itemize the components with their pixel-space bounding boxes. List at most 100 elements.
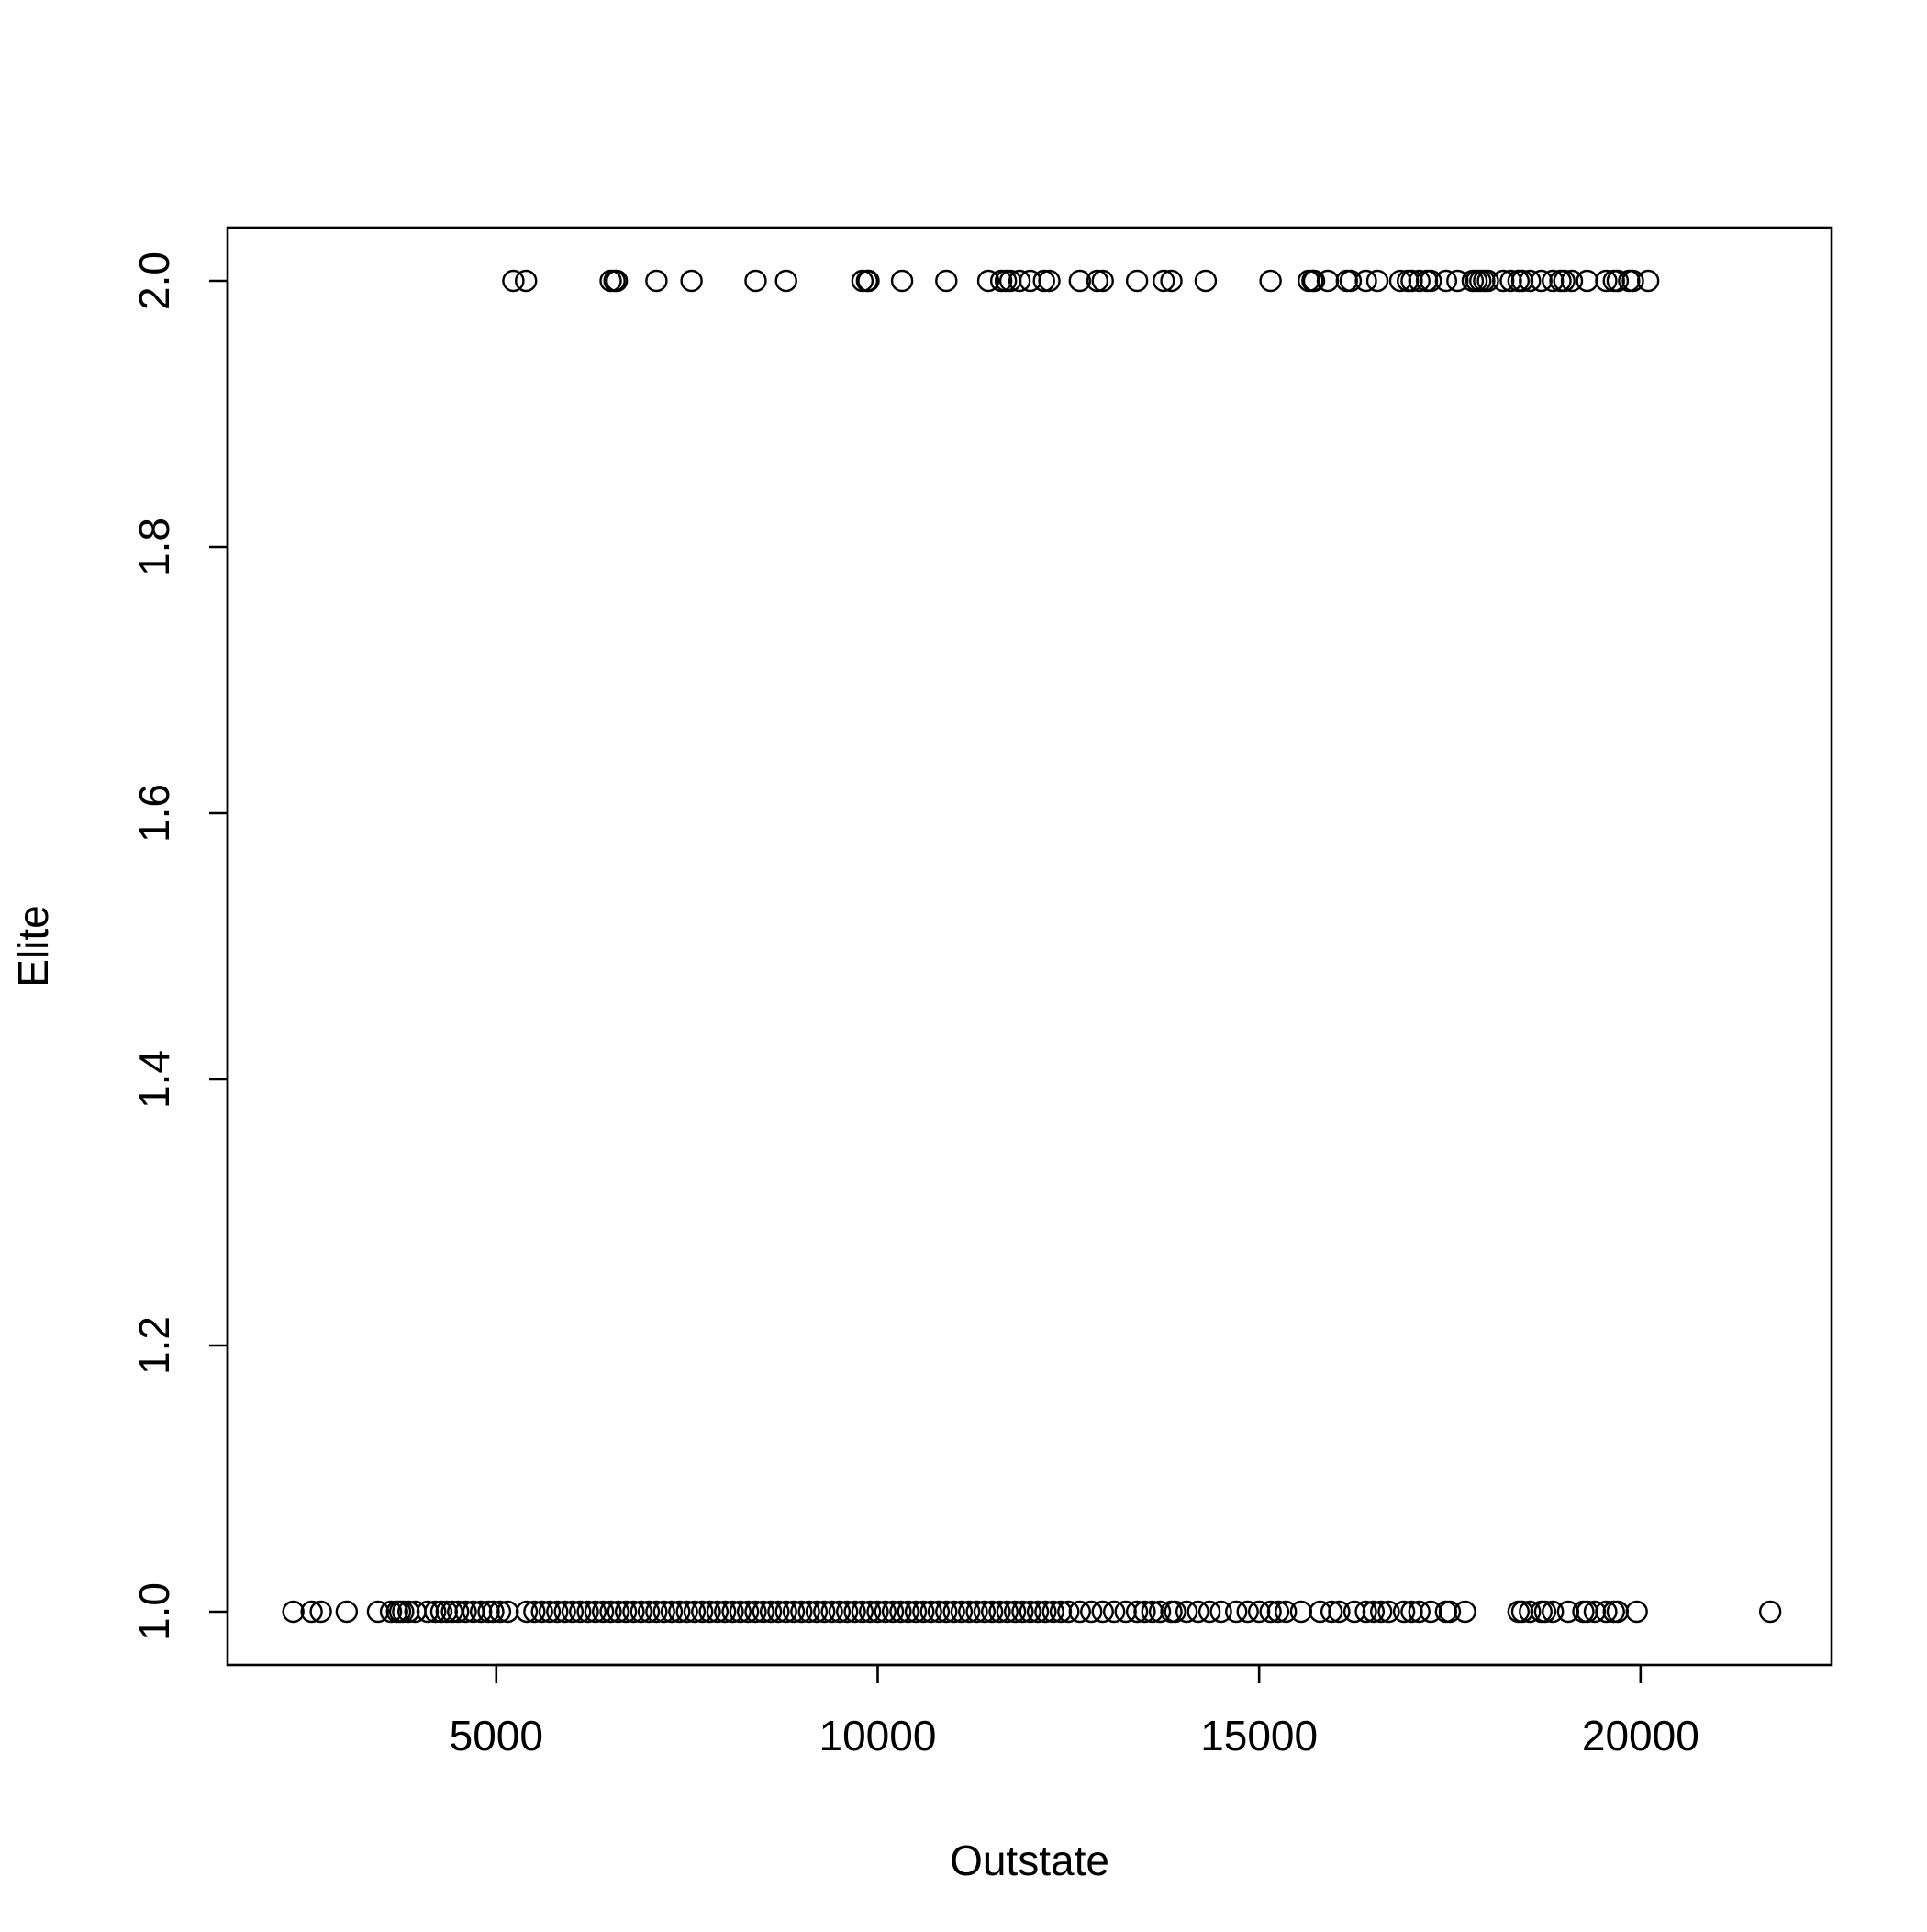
data-point (309, 1600, 332, 1624)
data-point (1057, 1600, 1080, 1624)
data-point (1068, 1600, 1091, 1624)
data-point (496, 1600, 519, 1624)
data-point (714, 1600, 737, 1624)
y-tick-label: 2.0 (130, 251, 178, 310)
data-point (1125, 269, 1149, 293)
data-point (447, 1600, 470, 1624)
data-point (1091, 269, 1114, 293)
data-point (1400, 1600, 1423, 1624)
data-point (1542, 1600, 1565, 1624)
data-point (1576, 1600, 1598, 1624)
data-point (1446, 269, 1469, 293)
x-tick-label: 20000 (1582, 1712, 1699, 1759)
data-point (622, 1600, 645, 1624)
data-point (379, 1600, 403, 1624)
data-point (1377, 1600, 1400, 1624)
data-point (759, 1600, 783, 1624)
data-point (282, 1600, 305, 1624)
data-point (607, 1600, 630, 1624)
data-point (1153, 269, 1175, 293)
data-point (645, 269, 668, 293)
data-point (820, 1600, 843, 1624)
data-point (1259, 1600, 1282, 1624)
data-point (1533, 1600, 1557, 1624)
data-point (1438, 1600, 1462, 1624)
data-point (1542, 269, 1565, 293)
data-point (1114, 1600, 1137, 1624)
data-point (1636, 269, 1660, 293)
data-point (1160, 269, 1183, 293)
data-point (660, 1600, 684, 1624)
data-point (736, 1600, 760, 1624)
data-point (1556, 1600, 1580, 1624)
data-point (1553, 269, 1576, 293)
data-point (599, 1600, 622, 1624)
data-point (335, 1600, 359, 1624)
data-point (805, 1600, 829, 1624)
data-point (1186, 1600, 1209, 1624)
data-point (488, 1600, 512, 1624)
data-point (1003, 1600, 1027, 1624)
y-tick-label: 1.2 (130, 1316, 178, 1375)
data-point (988, 1600, 1011, 1624)
data-point (637, 1600, 661, 1624)
data-point (1026, 1600, 1050, 1624)
data-point (752, 1600, 774, 1624)
x-axis: 5000 10000 15000 20000 (450, 1663, 1699, 1759)
data-point (561, 1600, 585, 1624)
data-point (1141, 1600, 1164, 1624)
data-point (843, 1600, 866, 1624)
data-point (1125, 1600, 1149, 1624)
data-point (1400, 269, 1423, 293)
data-point (1194, 269, 1218, 293)
data-point (721, 1600, 744, 1624)
y-tick-label: 1.0 (130, 1582, 178, 1641)
data-point (392, 1600, 415, 1624)
data-point (614, 1600, 638, 1624)
data-point (1032, 269, 1055, 293)
data-point (1068, 269, 1091, 293)
data-point (530, 1600, 553, 1624)
data-point (965, 1600, 988, 1624)
data-point (1560, 269, 1584, 293)
data-point (515, 1600, 539, 1624)
data-point (429, 1600, 453, 1624)
data-point (1086, 269, 1109, 293)
data-point (1320, 1600, 1343, 1624)
data-point (523, 1600, 546, 1624)
data-point (454, 1600, 477, 1624)
data-point (538, 1600, 562, 1624)
data-point (1247, 1600, 1271, 1624)
data-point (629, 1600, 652, 1624)
data-point (1289, 1600, 1313, 1624)
data-point (1339, 269, 1363, 293)
data-point (1606, 1600, 1630, 1624)
data-point (744, 269, 767, 293)
data-point (440, 1600, 463, 1624)
data-point (1369, 1600, 1393, 1624)
data-point (546, 1600, 569, 1624)
data-point (1519, 1600, 1542, 1624)
data-point (1225, 1600, 1248, 1624)
data-point (652, 1600, 675, 1624)
data-point (1499, 269, 1522, 293)
plot-frame (226, 226, 1833, 1667)
data-point (935, 269, 958, 293)
data-point (569, 1600, 592, 1624)
data-point (813, 1600, 836, 1624)
data-point (605, 269, 629, 293)
data-point (897, 1600, 919, 1624)
data-point (790, 1600, 813, 1624)
data-point (1354, 1600, 1377, 1624)
data-point (1259, 269, 1282, 293)
data-point (881, 1600, 905, 1624)
data-point (866, 1600, 889, 1624)
y-tick-label: 1.6 (130, 784, 178, 843)
data-point (851, 1600, 874, 1624)
data-point (1038, 269, 1061, 293)
data-point (797, 1600, 820, 1624)
data-point (424, 1600, 447, 1624)
data-point (889, 1600, 912, 1624)
